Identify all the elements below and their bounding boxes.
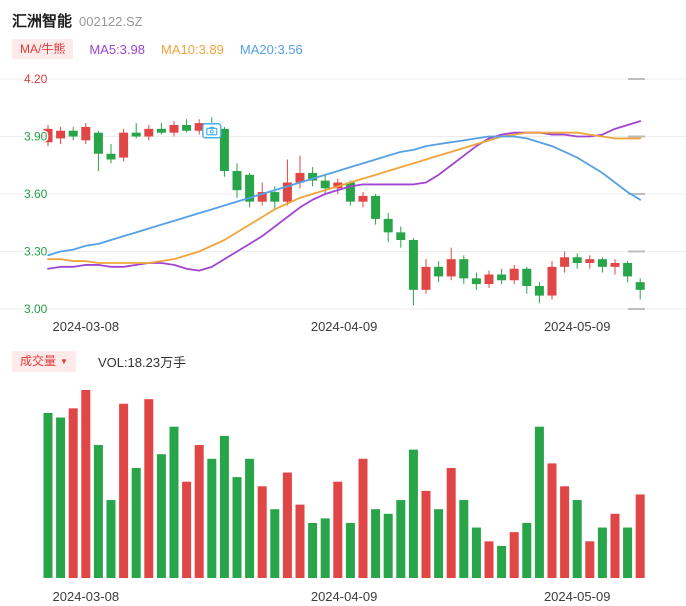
ma-line-ma5 xyxy=(47,120,642,272)
volume-chart-canvas[interactable] xyxy=(0,380,686,585)
price-axis-tick-label: 3.90 xyxy=(24,130,48,144)
volume-dropdown-label: 成交量 xyxy=(20,354,57,369)
price-gridlines xyxy=(0,78,686,311)
price-axis-tick-label: 3.00 xyxy=(24,302,48,315)
ma10-legend-value: MA10:3.89 xyxy=(161,41,224,57)
x-axis-date-label: 2024-05-09 xyxy=(543,319,611,335)
volume-header: 成交量 ▼ VOL:18.23万手 xyxy=(0,339,686,379)
chevron-down-icon: ▼ xyxy=(60,356,68,366)
x-axis-date-label: 2024-03-08 xyxy=(52,588,120,604)
price-axis-tick-label: 3.60 xyxy=(24,187,48,201)
x-axis-date-label: 2024-04-09 xyxy=(310,319,378,335)
price-x-axis: 2024-03-08 2024-04-09 2024-05-09 xyxy=(0,315,686,339)
price-chart-canvas[interactable]: 4.20 3.90 3.60 3.30 3.00 xyxy=(0,63,686,315)
ma-line-ma10 xyxy=(47,132,642,265)
stock-name: 汇洲智能 xyxy=(12,13,73,30)
volume-chart-panel xyxy=(0,380,686,585)
x-axis-date-label: 2024-04-09 xyxy=(310,588,378,604)
volume-bars xyxy=(43,389,645,578)
price-axis-tick-label: 3.30 xyxy=(24,245,48,259)
volume-dropdown-chip[interactable]: 成交量 ▼ xyxy=(12,351,76,372)
stock-header: 汇洲智能 002122.SZ xyxy=(0,0,686,31)
volume-x-axis: 2024-03-08 2024-04-09 2024-05-09 xyxy=(0,585,686,606)
ma5-legend-value: MA5:3.98 xyxy=(89,41,145,57)
x-axis-date-label: 2024-03-08 xyxy=(52,319,120,335)
ma-mode-chip[interactable]: MA/牛熊 xyxy=(12,39,74,60)
price-axis-tick-label: 4.20 xyxy=(24,72,48,86)
price-chart-panel: 4.20 3.90 3.60 3.30 3.00 xyxy=(0,63,686,315)
stock-ticker: 002122.SZ xyxy=(79,14,143,29)
indicator-legend: MA/牛熊 MA5:3.98 MA10:3.89 MA20:3.56 xyxy=(0,31,686,63)
ma20-legend-value: MA20:3.56 xyxy=(239,41,303,57)
x-axis-date-label: 2024-05-09 xyxy=(543,588,611,604)
ma-line-ma20 xyxy=(47,135,642,257)
ma-lines xyxy=(47,120,642,272)
candlesticks xyxy=(43,117,645,306)
camera-marker-icon[interactable] xyxy=(202,123,222,139)
price-axis-labels: 4.20 3.90 3.60 3.30 3.00 xyxy=(23,71,50,316)
volume-readout: VOL:18.23万手 xyxy=(97,355,187,371)
